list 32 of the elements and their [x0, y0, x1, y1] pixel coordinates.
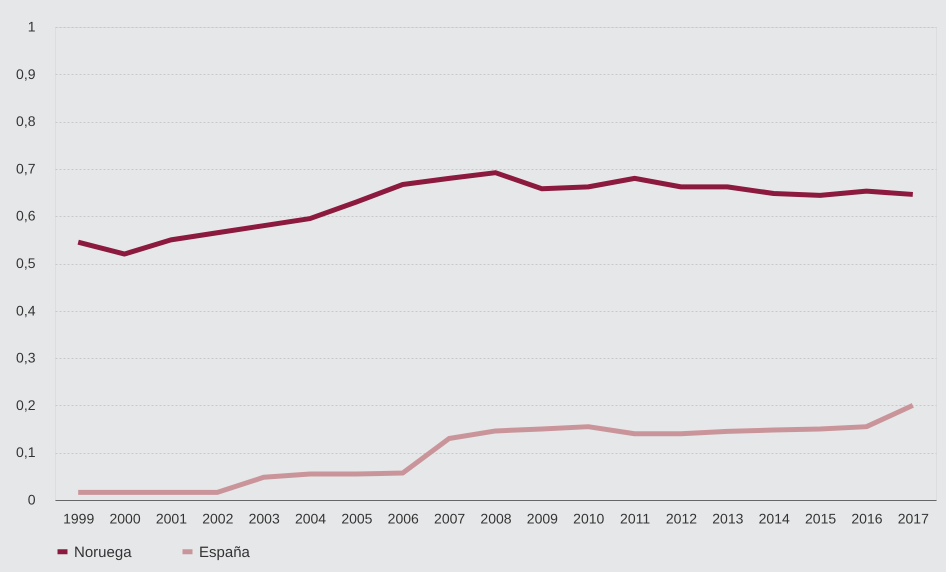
- y-tick-label: 0,9: [16, 66, 36, 82]
- y-tick-label: 0,4: [16, 302, 36, 318]
- x-tick-label: 2009: [526, 510, 558, 526]
- x-tick-label: 2010: [573, 510, 605, 526]
- x-tick-label: 2003: [248, 510, 280, 526]
- y-tick-label: 0: [28, 492, 36, 508]
- legend-label: España: [199, 544, 251, 561]
- y-tick-label: 1: [28, 18, 36, 34]
- x-tick-label: 2007: [434, 510, 466, 526]
- x-tick-label: 2006: [388, 510, 420, 526]
- x-tick-label: 2016: [851, 510, 883, 526]
- x-tick-label: 2017: [898, 510, 930, 526]
- x-tick-label: 2002: [202, 510, 234, 526]
- x-tick-label: 2011: [620, 510, 650, 526]
- y-tick-label: 0,8: [16, 113, 36, 130]
- x-tick-label: 2014: [758, 510, 790, 526]
- x-tick-label: 2012: [666, 510, 698, 526]
- x-tick-label: 2004: [294, 510, 326, 526]
- x-tick-label: 2000: [109, 510, 141, 526]
- y-tick-label: 0,1: [16, 444, 36, 460]
- x-tick-label: 2005: [341, 510, 373, 526]
- x-tick-label: 2001: [156, 510, 188, 526]
- y-tick-label: 0,7: [16, 160, 36, 176]
- y-tick-label: 0,5: [16, 255, 36, 271]
- x-tick-label: 2015: [805, 510, 836, 526]
- y-tick-label: 0,3: [16, 350, 36, 366]
- x-tick-label: 2013: [712, 510, 744, 526]
- y-tick-label: 0,2: [16, 396, 36, 413]
- x-tick-label: 2008: [480, 510, 512, 526]
- legend-label: Noruega: [74, 544, 132, 561]
- x-tick-label: 1999: [63, 510, 94, 526]
- y-tick-label: 0,6: [16, 208, 36, 224]
